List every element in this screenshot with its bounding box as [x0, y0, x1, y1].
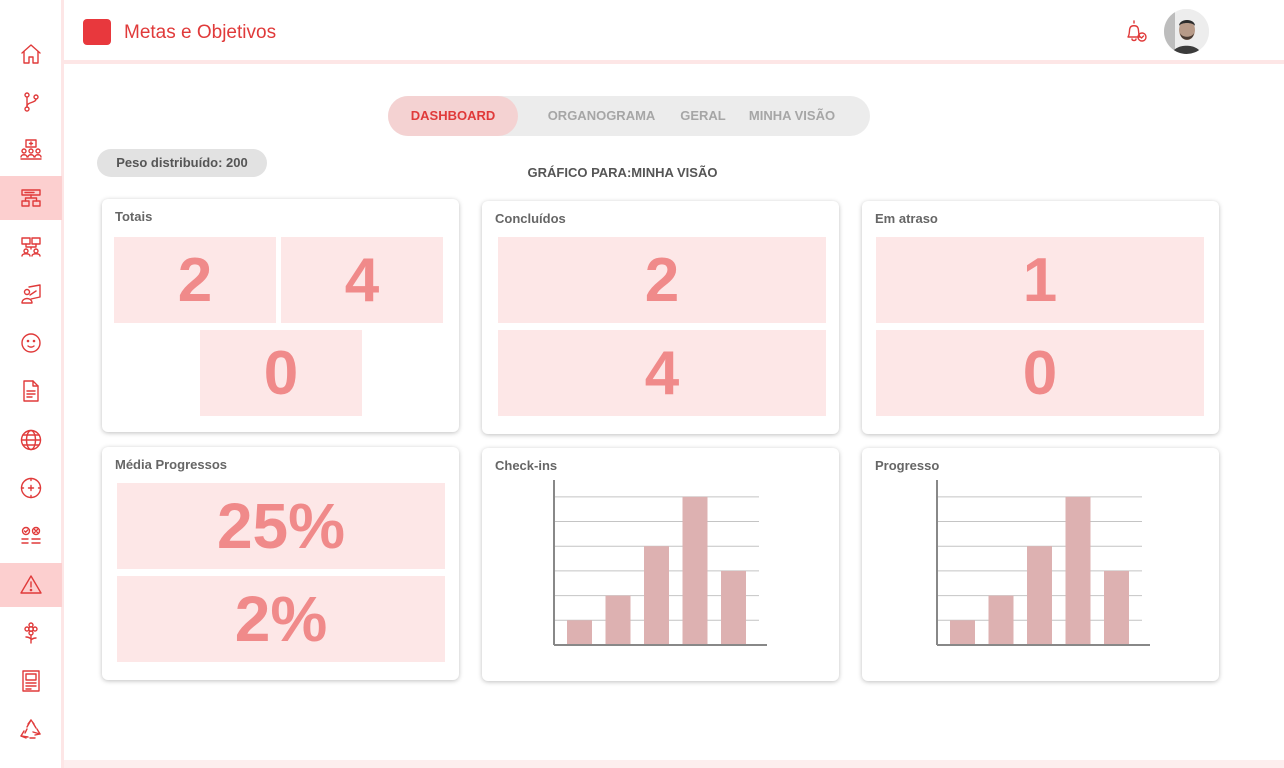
metric-value: 0	[200, 330, 362, 416]
sidebar-item-team[interactable]	[0, 128, 62, 172]
card-title: Média Progressos	[115, 457, 227, 472]
checkins-bar-chart	[553, 480, 767, 646]
warning-icon	[20, 575, 42, 594]
sidebar-item-target[interactable]	[0, 466, 62, 510]
bar	[605, 595, 631, 645]
card-progresso: Progresso	[862, 448, 1219, 681]
sidebar-item-global[interactable]	[0, 418, 62, 462]
top-header: Metas e Objetivos	[64, 0, 1284, 64]
sidebar-item-sustainability[interactable]	[0, 708, 62, 752]
chart-context-label: GRÁFICO PARA:MINHA VISÃO	[527, 165, 718, 180]
notifications-button[interactable]	[1121, 17, 1151, 47]
view-tabs: DASHBOARD ORGANOGRAMA GERAL MINHA VISÃO	[388, 96, 870, 136]
sidebar-item-documents[interactable]	[0, 369, 62, 413]
home-icon	[21, 44, 41, 64]
sidebar-item-org[interactable]	[0, 225, 62, 269]
bar	[682, 496, 708, 645]
report-icon	[22, 670, 40, 692]
sidebar-item-risks[interactable]	[0, 563, 62, 607]
bar	[644, 546, 669, 645]
bar	[1065, 496, 1091, 645]
app-logo	[83, 19, 111, 45]
card-media-progressos: Média Progressos 25% 2%	[102, 447, 459, 680]
document-icon	[23, 380, 39, 402]
recycle-icon	[20, 719, 41, 739]
tab-geral[interactable]: GERAL	[680, 108, 726, 123]
tab-organograma[interactable]: ORGANOGRAMA	[547, 108, 656, 123]
sidebar-item-wellbeing[interactable]	[0, 611, 62, 655]
smiley-icon	[21, 333, 41, 353]
flower-icon	[24, 622, 38, 644]
sidebar-item-teacher[interactable]	[0, 273, 62, 317]
sidebar-item-options[interactable]	[0, 514, 62, 558]
sidebar-item-feedback[interactable]	[0, 321, 62, 365]
metric-value: 2%	[117, 576, 445, 662]
target-icon	[20, 477, 42, 499]
options-icon	[21, 526, 41, 544]
avatar-image	[1164, 9, 1209, 54]
card-title: Totais	[115, 209, 153, 224]
metric-value: 4	[498, 330, 826, 416]
metric-value: 2	[114, 237, 276, 323]
branch-icon	[24, 92, 39, 112]
bar	[950, 620, 975, 645]
tab-dashboard[interactable]: DASHBOARD	[388, 96, 518, 136]
org-chart-icon	[21, 237, 41, 257]
card-concluidos: Concluídos 2 4	[482, 201, 839, 434]
bar	[721, 570, 746, 645]
tab-minha-visao[interactable]: MINHA VISÃO	[748, 108, 836, 123]
sidebar-item-reports[interactable]	[0, 659, 62, 703]
metric-value: 1	[876, 237, 1204, 323]
team-presentation-icon	[20, 139, 42, 160]
card-em-atraso: Em atraso 1 0	[862, 201, 1219, 434]
card-title: Progresso	[875, 458, 940, 473]
card-title: Check-ins	[495, 458, 558, 473]
sidebar-item-home[interactable]	[0, 32, 62, 76]
bar	[1027, 546, 1052, 645]
card-totais: Totais 2 4 0	[102, 199, 459, 432]
metric-value: 25%	[117, 483, 445, 569]
sidebar-item-dashboard[interactable]	[0, 176, 62, 220]
footer-strip	[64, 760, 1284, 768]
bell-icon	[1127, 20, 1147, 42]
sidebar	[0, 0, 64, 768]
user-avatar[interactable]	[1164, 9, 1209, 54]
card-check-ins: Check-ins	[482, 448, 839, 681]
metric-value: 0	[876, 330, 1204, 416]
weight-distributed-badge: Peso distribuído: 200	[97, 149, 267, 177]
globe-icon	[20, 429, 42, 451]
card-title: Em atraso	[875, 211, 938, 226]
progresso-bar-chart	[936, 480, 1150, 646]
sidebar-item-branch[interactable]	[0, 80, 62, 124]
teacher-icon	[21, 284, 41, 304]
card-title: Concluídos	[495, 211, 566, 226]
metric-value: 4	[281, 237, 443, 323]
bar	[567, 620, 592, 645]
page-title: Metas e Objetivos	[124, 22, 277, 43]
dashboard-icon	[21, 189, 41, 207]
metric-value: 2	[498, 237, 826, 323]
bar	[988, 595, 1014, 645]
bar	[1104, 570, 1129, 645]
